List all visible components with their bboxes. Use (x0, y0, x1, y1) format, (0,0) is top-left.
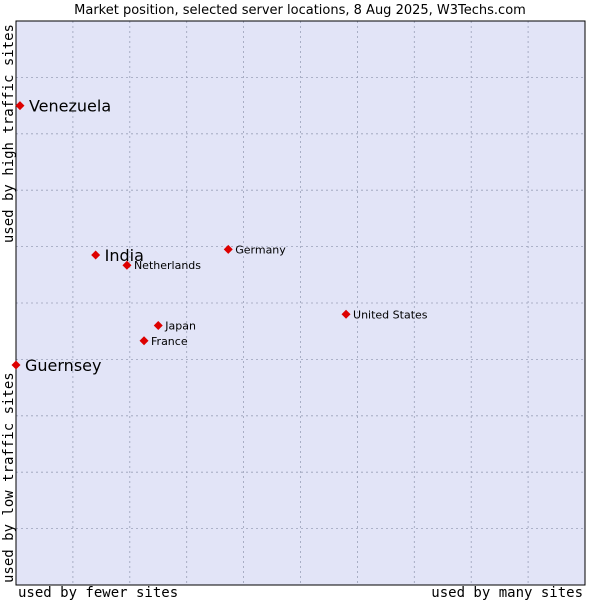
data-point-netherlands: Netherlands (122, 259, 201, 272)
data-point-venezuela: Venezuela (15, 97, 111, 116)
point-marker (122, 260, 132, 270)
data-point-france: France (139, 335, 188, 348)
grid-lines (16, 21, 585, 585)
x-axis-label-low: used by fewer sites (18, 585, 178, 600)
data-point-india: India (91, 246, 144, 265)
point-label: France (151, 335, 188, 348)
point-label: Netherlands (134, 259, 201, 272)
point-label: Venezuela (29, 97, 111, 116)
point-marker (153, 321, 163, 331)
point-marker (341, 309, 351, 319)
point-marker (223, 244, 233, 254)
point-marker (91, 250, 101, 260)
data-point-germany: Germany (223, 243, 286, 256)
point-label: Germany (235, 243, 286, 256)
point-label: United States (353, 308, 428, 321)
point-label: India (105, 246, 144, 265)
point-marker (11, 360, 21, 370)
data-point-united-states: United States (341, 308, 428, 321)
y-axis-label-high: used by high traffic sites (1, 24, 17, 243)
x-axis-label-high: used by many sites (431, 585, 583, 600)
point-marker (15, 101, 25, 111)
point-label: Japan (164, 320, 196, 333)
chart-title: Market position, selected server locatio… (74, 3, 526, 18)
data-point-japan: Japan (153, 320, 196, 333)
point-marker (139, 336, 149, 346)
data-point-guernsey: Guernsey (11, 356, 101, 375)
plot-frame (15, 20, 586, 586)
point-label: Guernsey (25, 356, 101, 375)
y-axis-label-low: used by low traffic sites (1, 372, 17, 583)
